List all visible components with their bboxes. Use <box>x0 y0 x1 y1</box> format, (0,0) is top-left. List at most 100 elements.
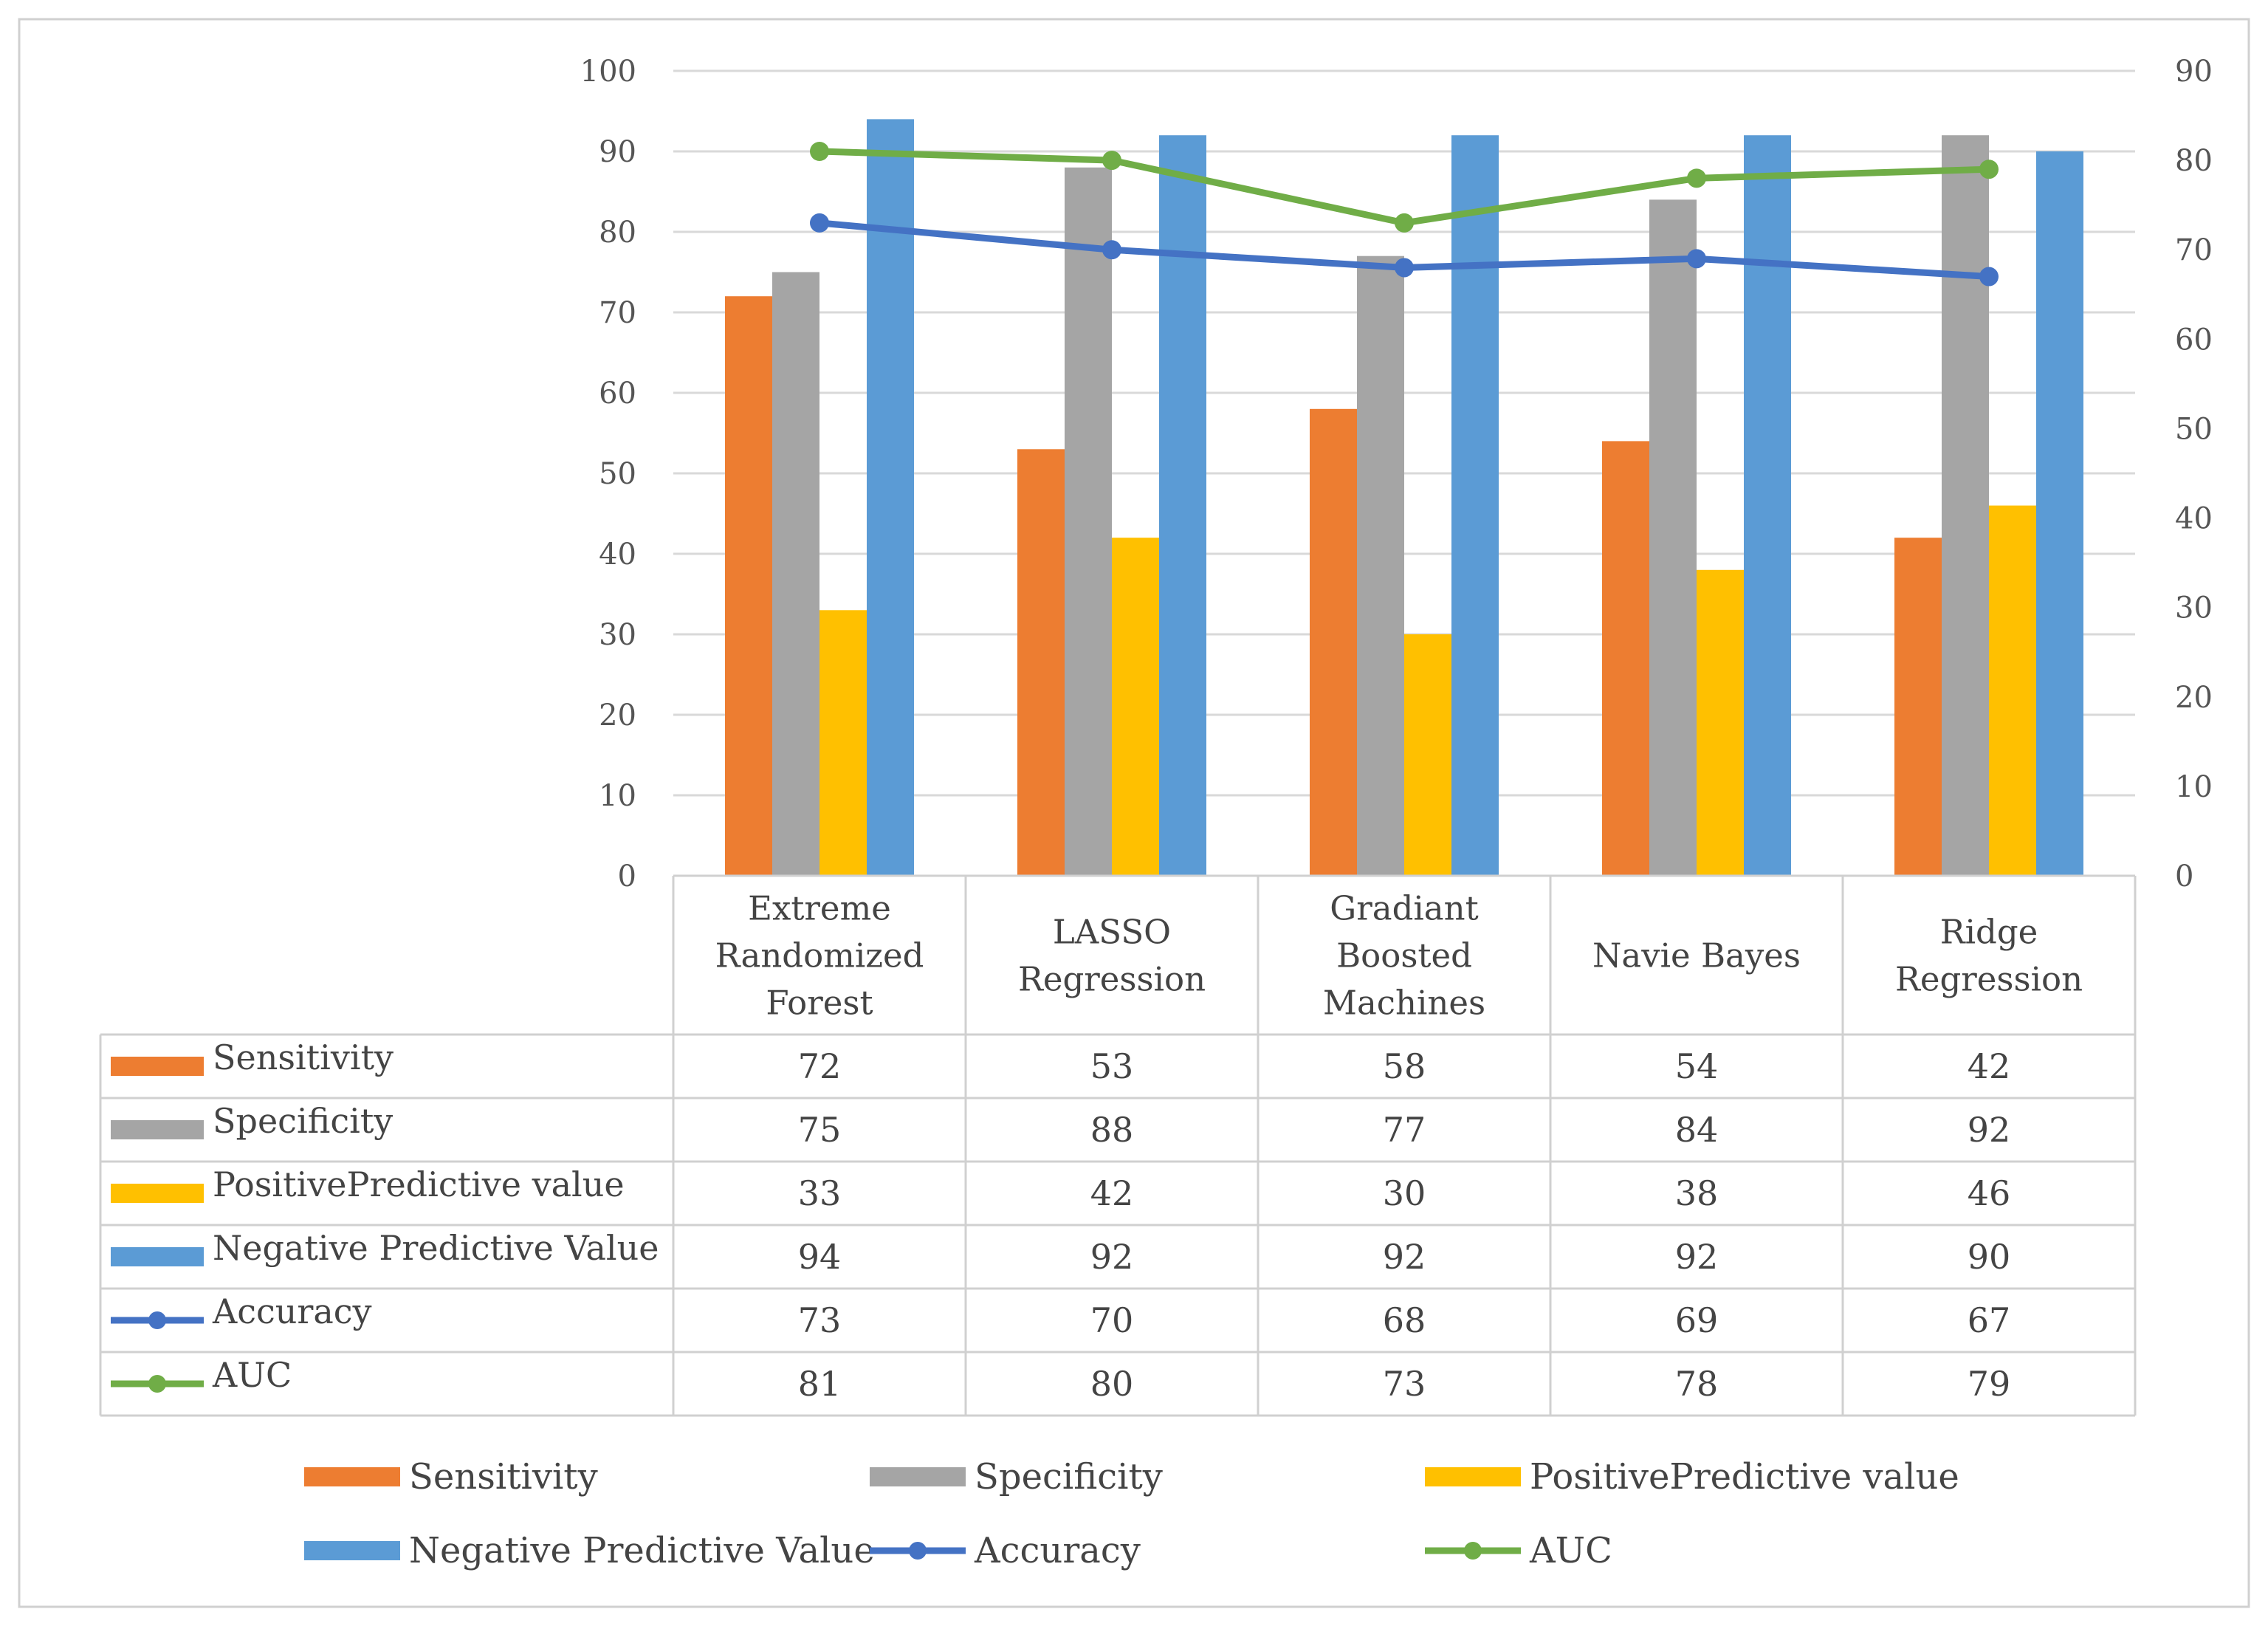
bar-specificity-4 <box>1649 199 1697 876</box>
table-cell: 68 <box>1383 1300 1426 1340</box>
category-label: Regression <box>1018 960 1206 999</box>
legend-key-negative-predictive-value <box>111 1247 204 1266</box>
legend-key-specificity <box>870 1467 966 1486</box>
bar-sensitivity-2 <box>1017 449 1065 876</box>
table-row-label: AUC <box>212 1355 292 1395</box>
table-cell: 84 <box>1675 1110 1719 1150</box>
table-cell: 92 <box>1090 1237 1134 1277</box>
point-auc-2 <box>1102 151 1121 171</box>
bar-positivepredictive-value-4 <box>1697 569 1744 876</box>
left-axis-tick-label: 100 <box>580 55 636 89</box>
bar-positivepredictive-value-3 <box>1404 634 1451 876</box>
table-cell: 94 <box>798 1237 842 1277</box>
bar-negative-predictive-value-5 <box>2036 151 2083 876</box>
table-cell: 90 <box>1968 1237 2011 1277</box>
bar-negative-predictive-value-1 <box>867 119 914 876</box>
legend-key-negative-predictive-value <box>304 1541 400 1560</box>
category-label: Navie Bayes <box>1592 936 1801 975</box>
table-row-label: Negative Predictive Value <box>213 1228 659 1268</box>
point-auc-1 <box>810 142 829 161</box>
point-auc-3 <box>1395 213 1414 233</box>
category-label: LASSO <box>1053 913 1171 952</box>
legend-key-sensitivity <box>304 1467 400 1486</box>
table-cell: 78 <box>1675 1364 1719 1404</box>
table-cell: 69 <box>1675 1300 1719 1340</box>
table-row-label: Specificity <box>213 1101 393 1141</box>
bar-negative-predictive-value-4 <box>1744 135 1791 876</box>
table-cell: 33 <box>798 1173 842 1213</box>
bar-negative-predictive-value-3 <box>1451 135 1499 876</box>
table-cell: 81 <box>798 1364 842 1404</box>
legend-key-marker <box>148 1311 166 1329</box>
axes-layer: 0 10 20 30 40 50 60 70 80 90 100 0 10 20 30 40 50 60 70 80 9… <box>580 55 2213 893</box>
point-auc-4 <box>1687 168 1706 188</box>
right-axis-tick-label: 0 <box>2175 860 2193 893</box>
table-cell: 70 <box>1090 1300 1134 1340</box>
table-cell: 46 <box>1968 1173 2011 1213</box>
table-cell: 38 <box>1675 1173 1719 1213</box>
left-axis-tick-label: 60 <box>599 377 636 411</box>
legend-label-sensitivity: Sensitivity <box>409 1456 598 1498</box>
bar-sensitivity-5 <box>1894 538 1942 876</box>
table-cell: 30 <box>1383 1173 1426 1213</box>
legend-key-positivepredictive-value <box>1425 1467 1521 1486</box>
left-axis-tick-label: 0 <box>618 860 636 893</box>
table-cell: 72 <box>798 1046 842 1086</box>
table-cell: 88 <box>1090 1110 1134 1150</box>
legend-key-positivepredictive-value <box>111 1184 204 1203</box>
table-cell: 80 <box>1090 1364 1134 1404</box>
right-axis-tick-label: 70 <box>2175 233 2213 267</box>
table-cell: 75 <box>798 1110 842 1150</box>
category-label: Ridge <box>1940 913 2038 952</box>
bar-negative-predictive-value-2 <box>1159 135 1206 876</box>
legend-key-marker <box>1464 1542 1482 1560</box>
legend-label-auc: AUC <box>1529 1530 1612 1571</box>
point-accuracy-4 <box>1687 249 1706 269</box>
bar-specificity-2 <box>1065 167 1112 877</box>
right-axis-tick-label: 90 <box>2175 55 2213 89</box>
legend-key-specificity <box>111 1120 204 1139</box>
left-axis-tick-label: 80 <box>599 216 636 250</box>
bar-positivepredictive-value-1 <box>819 610 867 876</box>
point-accuracy-5 <box>1979 267 1999 287</box>
point-accuracy-1 <box>810 213 829 233</box>
category-label: Gradiant <box>1330 889 1478 928</box>
bars-layer <box>725 119 2083 877</box>
table-row-label: PositivePredictive value <box>213 1164 625 1204</box>
left-axis-tick-label: 90 <box>599 135 636 169</box>
legend-label-positivepredictive-value: PositivePredictive value <box>1530 1456 1959 1498</box>
category-label: Forest <box>766 984 873 1023</box>
bar-positivepredictive-value-2 <box>1112 538 1159 876</box>
right-axis-tick-label: 20 <box>2175 681 2213 715</box>
category-label: Machines <box>1323 984 1485 1023</box>
table-cell: 54 <box>1675 1046 1719 1086</box>
category-label: Randomized <box>715 936 924 975</box>
bar-sensitivity-4 <box>1602 441 1649 876</box>
right-axis-tick-label: 60 <box>2175 323 2213 357</box>
left-axis-tick-label: 70 <box>599 296 636 330</box>
right-axis-tick-label: 80 <box>2175 144 2213 178</box>
legend-label-negative-predictive-value: Negative Predictive Value <box>409 1530 875 1571</box>
left-axis-tick-label: 50 <box>599 457 636 491</box>
table-cell: 67 <box>1968 1300 2011 1340</box>
bar-specificity-3 <box>1357 255 1404 876</box>
point-accuracy-3 <box>1395 258 1414 278</box>
legend: Sensitivity Specificity PositivePredictive… <box>304 1456 1959 1571</box>
right-axis-tick-label: 50 <box>2175 412 2213 446</box>
category-label: Extreme <box>748 889 891 928</box>
table-cell: 79 <box>1968 1364 2011 1404</box>
left-axis-tick-label: 40 <box>599 538 636 572</box>
table-cell: 42 <box>1968 1046 2011 1086</box>
right-axis-tick-label: 10 <box>2175 770 2213 804</box>
legend-key-marker <box>148 1375 166 1393</box>
table-cell: 53 <box>1090 1046 1134 1086</box>
table-cell: 92 <box>1675 1237 1719 1277</box>
legend-key-marker <box>909 1542 927 1560</box>
data-table: Extreme Randomized Forest LASSO Regression Gr… <box>99 874 2137 1417</box>
left-axis-tick-label: 10 <box>599 779 636 813</box>
table-row-label: Accuracy <box>212 1291 372 1331</box>
legend-label-specificity: Specificity <box>975 1456 1163 1498</box>
table-cell: 73 <box>1383 1364 1426 1404</box>
table-cell: 77 <box>1383 1110 1426 1150</box>
